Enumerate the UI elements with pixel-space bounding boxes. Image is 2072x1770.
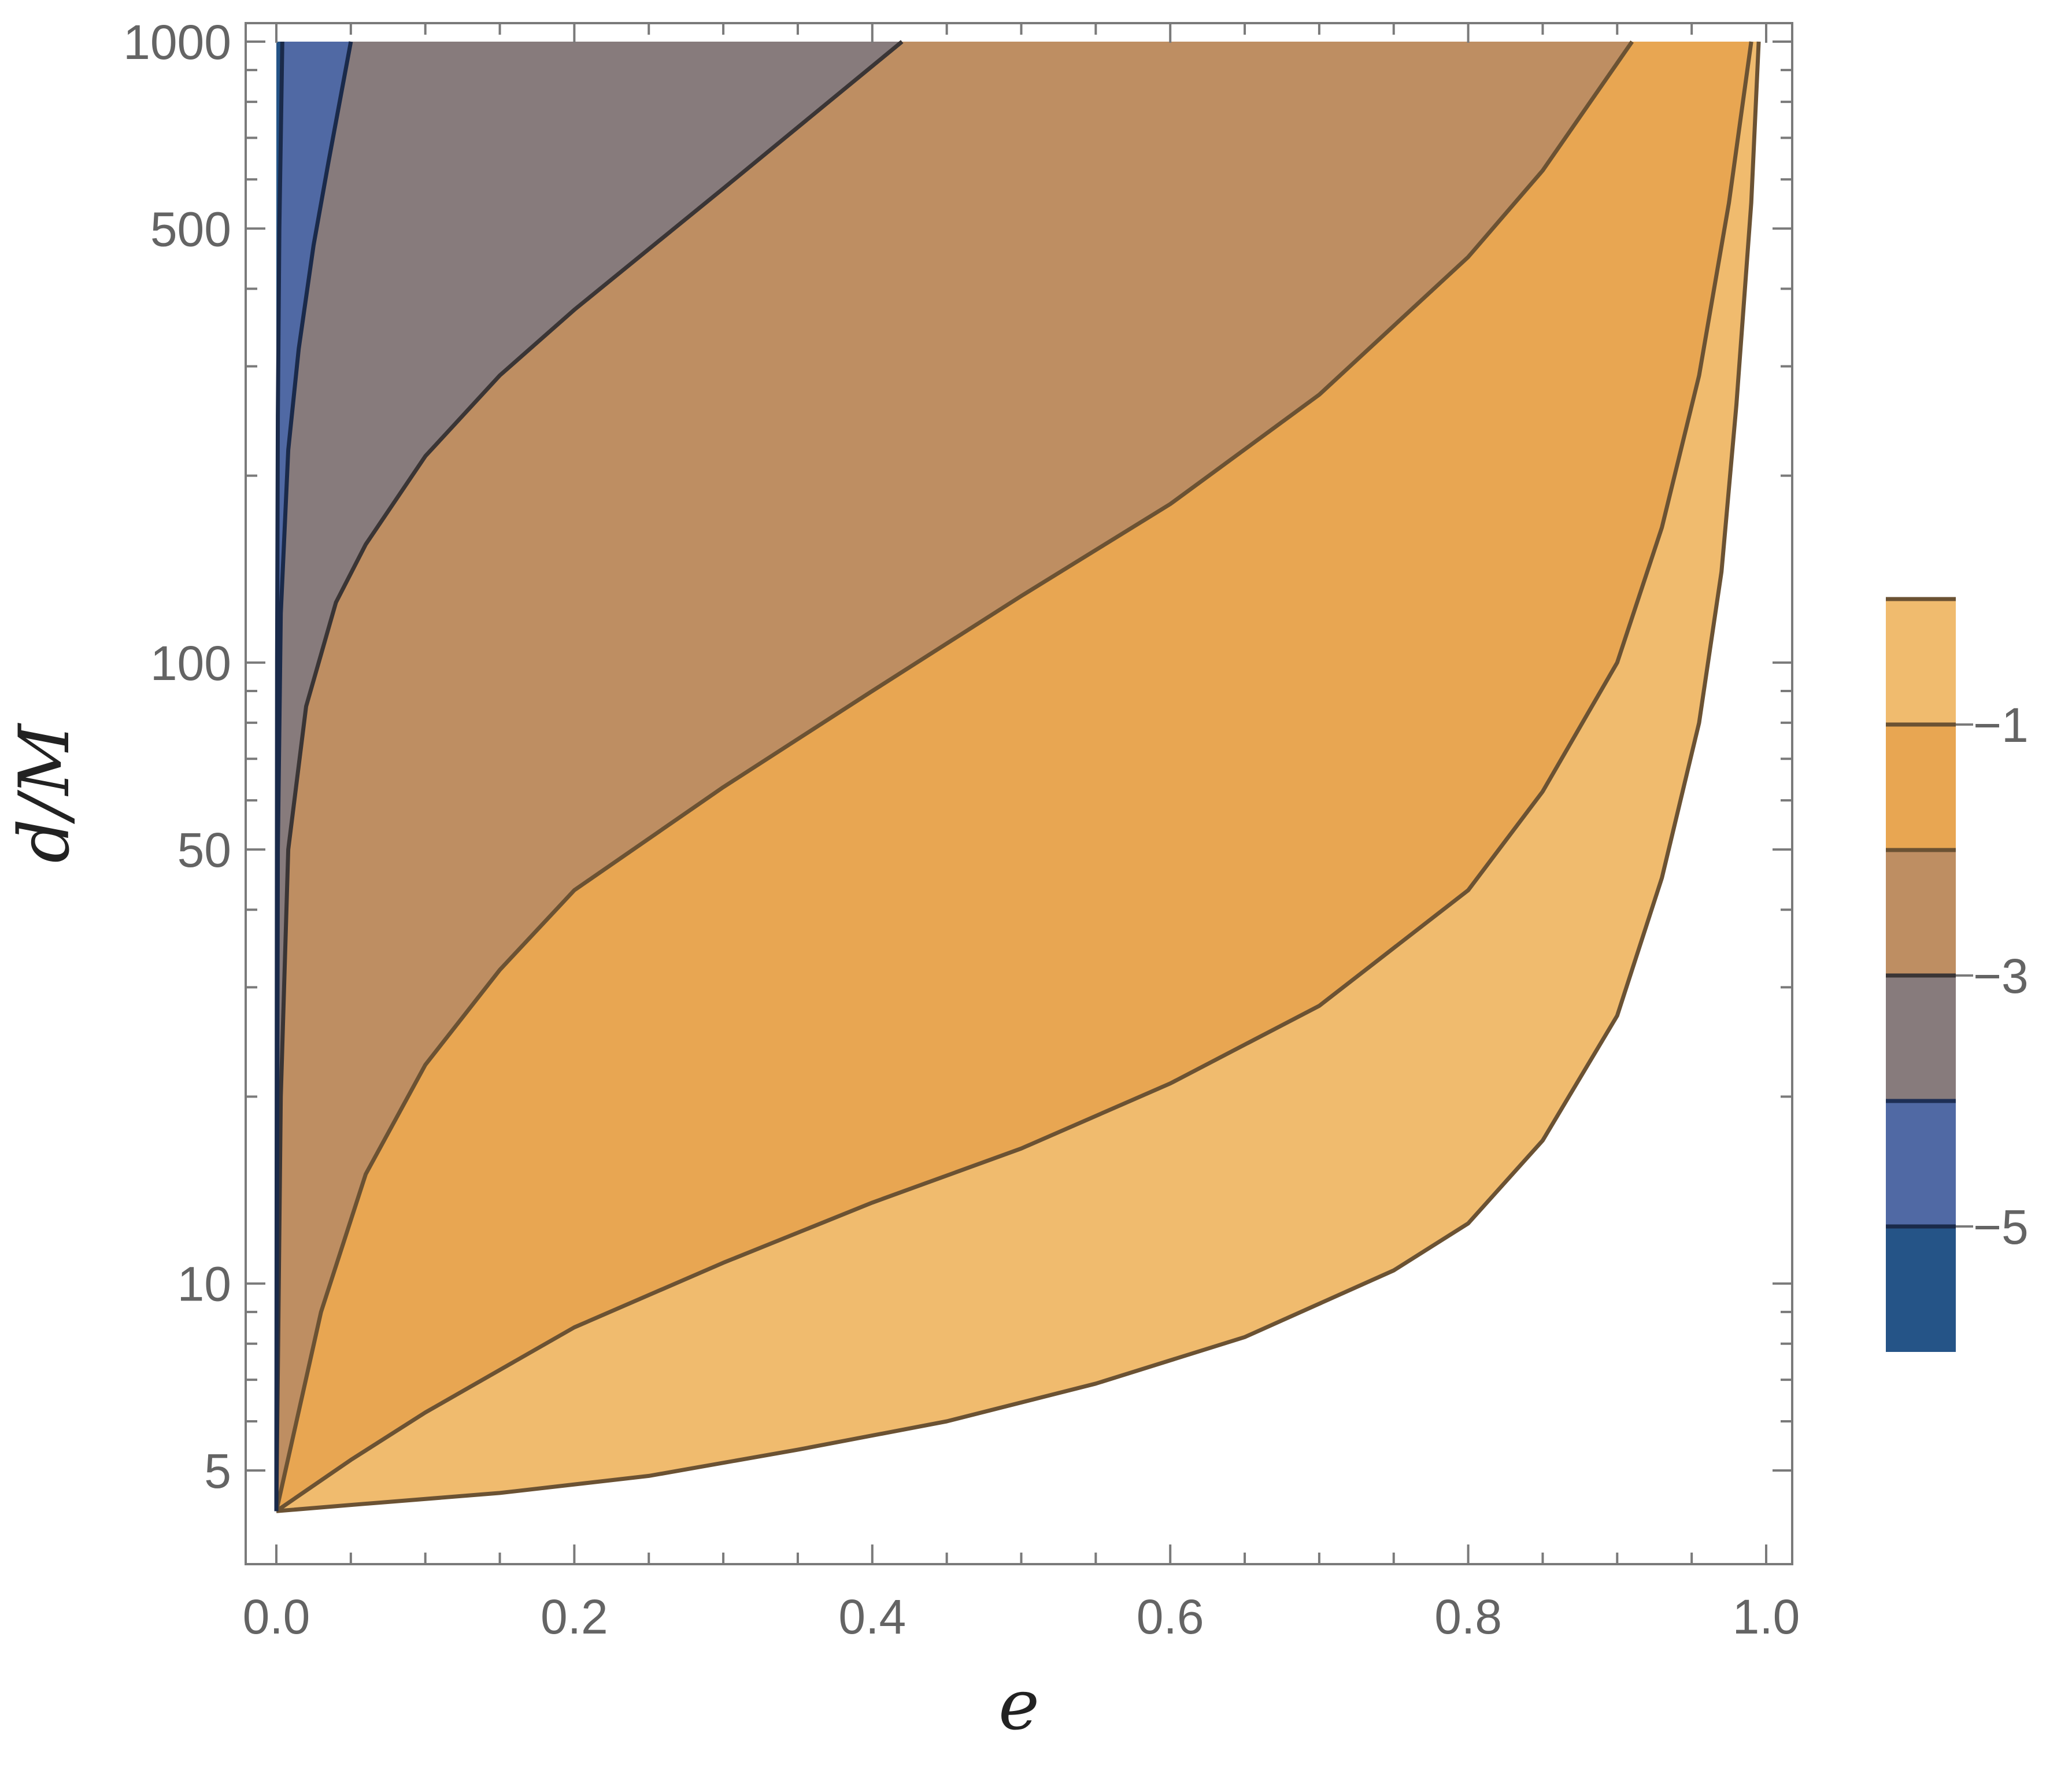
axis-ticks: 0.0 0.2 0.4 0.6 0.8 1.0 5 10 50 100 500 1000 <box>123 15 1800 1644</box>
contour-line <box>274 40 1634 1512</box>
contour-lines <box>274 40 1761 1513</box>
colorbar-swatch <box>1886 850 1956 975</box>
contour-line <box>274 40 904 1512</box>
x-tick-label: 0.8 <box>1434 1590 1502 1644</box>
contour-line <box>276 41 1761 1513</box>
contour-band <box>276 42 351 1512</box>
colorbar-swatch <box>1886 1226 1956 1352</box>
colorbar: −1 −3 −5 <box>1886 597 2029 1352</box>
x-tick-label: 0.6 <box>1137 1590 1204 1644</box>
contour-line <box>275 41 1753 1513</box>
contour-line <box>274 41 284 1512</box>
contour-band <box>276 42 1752 1512</box>
x-tick-label: 0.4 <box>838 1590 906 1644</box>
contour-band <box>276 42 902 1512</box>
colorbar-swatch <box>1886 975 1956 1101</box>
x-tick-label: 1.0 <box>1733 1590 1800 1644</box>
colorbar-tick-label: −1 <box>1973 698 2029 752</box>
y-tick-label: 1000 <box>123 15 231 69</box>
y-tick-label: 10 <box>177 1257 231 1311</box>
y-axis-title: d/M <box>5 722 85 863</box>
contour-band <box>276 42 1633 1512</box>
colorbar-tick-label: −5 <box>1973 1200 2029 1254</box>
colorbar-tick-label: −3 <box>1973 949 2029 1003</box>
y-tick-label: 5 <box>204 1444 231 1498</box>
x-tick-label: 0.0 <box>243 1590 310 1644</box>
contour-band <box>276 42 1759 1512</box>
colorbar-swatch <box>1886 599 1956 725</box>
plot-frame <box>245 22 1793 1565</box>
x-tick-label: 0.2 <box>541 1590 608 1644</box>
y-tick-label: 500 <box>150 202 231 256</box>
colorbar-swatch <box>1886 1101 1956 1226</box>
colorbar-swatch <box>1886 725 1956 850</box>
y-tick-label: 50 <box>177 823 231 877</box>
contour-fills <box>276 42 1759 1512</box>
x-axis-title: e <box>998 1665 1039 1746</box>
y-tick-label: 100 <box>150 636 231 690</box>
